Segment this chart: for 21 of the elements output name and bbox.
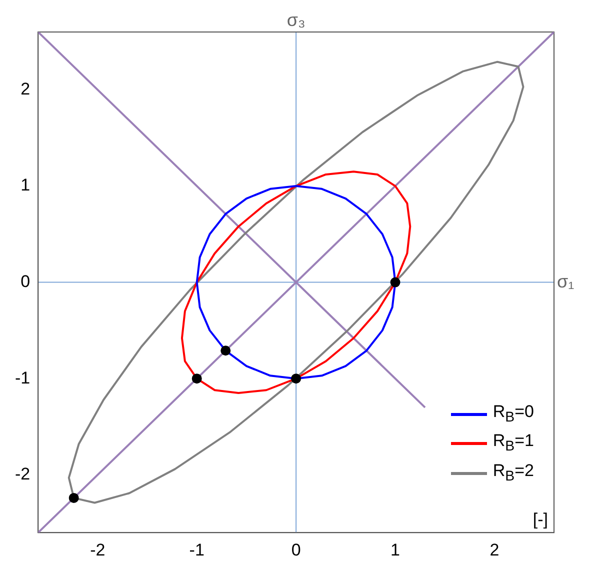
ref-line-label: σ₁ [557, 271, 574, 292]
point [68, 492, 79, 503]
ref-line-label: σ₃ [286, 10, 306, 30]
x-tick-label: 0 [291, 540, 301, 560]
legend-label: R$_{B}$=1 [492, 430, 534, 457]
y-tick-label: 2 [20, 79, 30, 98]
y-tick-label: -2 [14, 464, 30, 484]
x-tick-label: -2 [90, 540, 106, 560]
point [220, 346, 231, 356]
x-tick-label: -1 [189, 540, 204, 560]
x-tick-label: 2 [490, 540, 500, 560]
y-tick-label: 0 [20, 272, 30, 291]
y-tick-label: 1 [20, 176, 30, 195]
point [390, 277, 400, 288]
legend-label: R$_{B}$=2 [492, 460, 534, 486]
annotation: [-] [532, 510, 548, 529]
legend-label: R$_{B}$=0 [492, 400, 534, 428]
y-tick-label: -1 [14, 368, 30, 388]
point [291, 374, 302, 384]
x-tick-label: 1 [390, 540, 400, 560]
point [192, 374, 202, 384]
